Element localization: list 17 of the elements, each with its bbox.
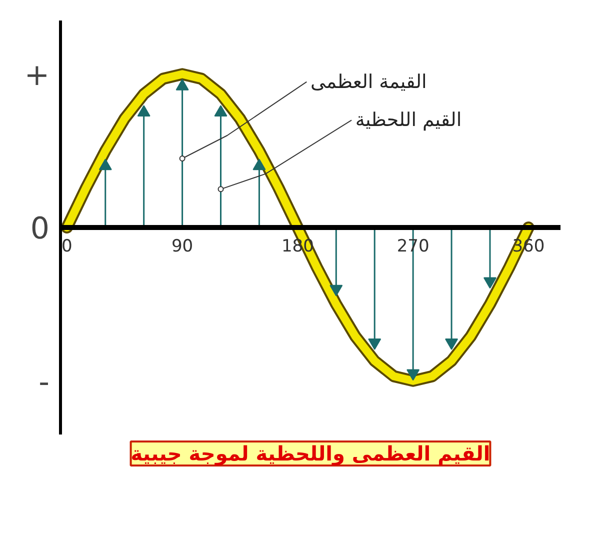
text: +: [24, 58, 50, 94]
point: [330, 284, 343, 296]
x-tick-label: 90: [171, 236, 194, 256]
point: [137, 105, 150, 116]
point: [176, 79, 189, 90]
point: [445, 338, 458, 350]
point: [214, 105, 228, 116]
point: [368, 338, 382, 350]
point: [252, 158, 266, 170]
text: القيم العظمى واللحظية لموجة جيبية: [130, 442, 490, 466]
point: [406, 369, 420, 381]
text: -: [38, 364, 50, 400]
annotation: القيم اللحظية: [355, 109, 462, 132]
x-tick-label: 0: [62, 236, 72, 256]
annotation: القيمة العظمى: [310, 70, 427, 93]
point: [98, 158, 112, 170]
point: [483, 277, 496, 289]
